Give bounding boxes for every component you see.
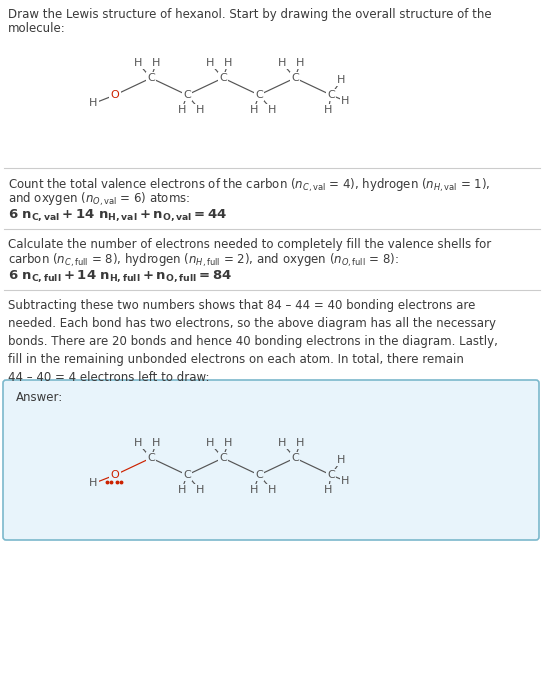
Text: C: C (219, 73, 227, 83)
Text: C: C (327, 470, 335, 480)
Text: H: H (341, 476, 349, 486)
Text: C: C (291, 73, 299, 83)
Text: H: H (324, 105, 332, 115)
Text: H: H (296, 438, 305, 448)
Text: H: H (324, 485, 332, 495)
Text: C: C (147, 453, 155, 463)
Text: H: H (224, 438, 232, 448)
Text: C: C (255, 470, 263, 480)
Text: C: C (147, 73, 155, 83)
Text: H: H (89, 98, 97, 109)
Text: H: H (196, 105, 204, 115)
FancyBboxPatch shape (3, 380, 539, 540)
Text: O: O (110, 90, 119, 100)
Text: H: H (337, 75, 345, 85)
Text: H: H (341, 96, 349, 106)
Text: H: H (196, 485, 204, 495)
Text: molecule:: molecule: (8, 22, 66, 35)
Text: C: C (291, 453, 299, 463)
Text: H: H (206, 438, 214, 448)
Text: H: H (152, 58, 160, 68)
Text: H: H (268, 485, 276, 495)
Text: H: H (278, 58, 286, 68)
Text: H: H (89, 479, 97, 488)
Text: carbon ($n_{C,\mathrm{full}}$ = 8), hydrogen ($n_{H,\mathrm{full}}$ = 2), and ox: carbon ($n_{C,\mathrm{full}}$ = 8), hydr… (8, 252, 399, 269)
Text: H: H (250, 105, 258, 115)
Text: C: C (183, 90, 191, 100)
Text: and oxygen ($n_{O,\mathrm{val}}$ = 6) atoms:: and oxygen ($n_{O,\mathrm{val}}$ = 6) at… (8, 191, 190, 208)
Text: Answer:: Answer: (16, 391, 63, 404)
Text: O: O (110, 470, 119, 480)
Text: H: H (224, 58, 232, 68)
Text: H: H (206, 58, 214, 68)
Text: $\mathbf{6\ n_{C,full} + 14\ n_{H,full} + n_{O,full} = 84}$: $\mathbf{6\ n_{C,full} + 14\ n_{H,full} … (8, 268, 232, 284)
Text: H: H (152, 438, 160, 448)
Text: H: H (250, 485, 258, 495)
Text: $\mathbf{6\ n_{C,val} + 14\ n_{H,val} + n_{O,val} = 44}$: $\mathbf{6\ n_{C,val} + 14\ n_{H,val} + … (8, 207, 227, 223)
Text: Calculate the number of electrons needed to completely fill the valence shells f: Calculate the number of electrons needed… (8, 238, 491, 251)
Text: H: H (278, 438, 286, 448)
Text: H: H (134, 438, 142, 448)
Text: C: C (219, 453, 227, 463)
Text: H: H (296, 58, 305, 68)
Text: Draw the Lewis structure of hexanol. Start by drawing the overall structure of t: Draw the Lewis structure of hexanol. Sta… (8, 8, 492, 21)
Text: C: C (255, 90, 263, 100)
Text: C: C (327, 90, 335, 100)
Text: Subtracting these two numbers shows that 84 – 44 = 40 bonding electrons are
need: Subtracting these two numbers shows that… (8, 299, 498, 384)
Text: H: H (177, 485, 186, 495)
Text: H: H (268, 105, 276, 115)
Text: H: H (134, 58, 142, 68)
Text: H: H (177, 105, 186, 115)
Text: Count the total valence electrons of the carbon ($n_{C,\mathrm{val}}$ = 4), hydr: Count the total valence electrons of the… (8, 177, 490, 194)
Text: C: C (183, 470, 191, 480)
Text: H: H (337, 455, 345, 465)
